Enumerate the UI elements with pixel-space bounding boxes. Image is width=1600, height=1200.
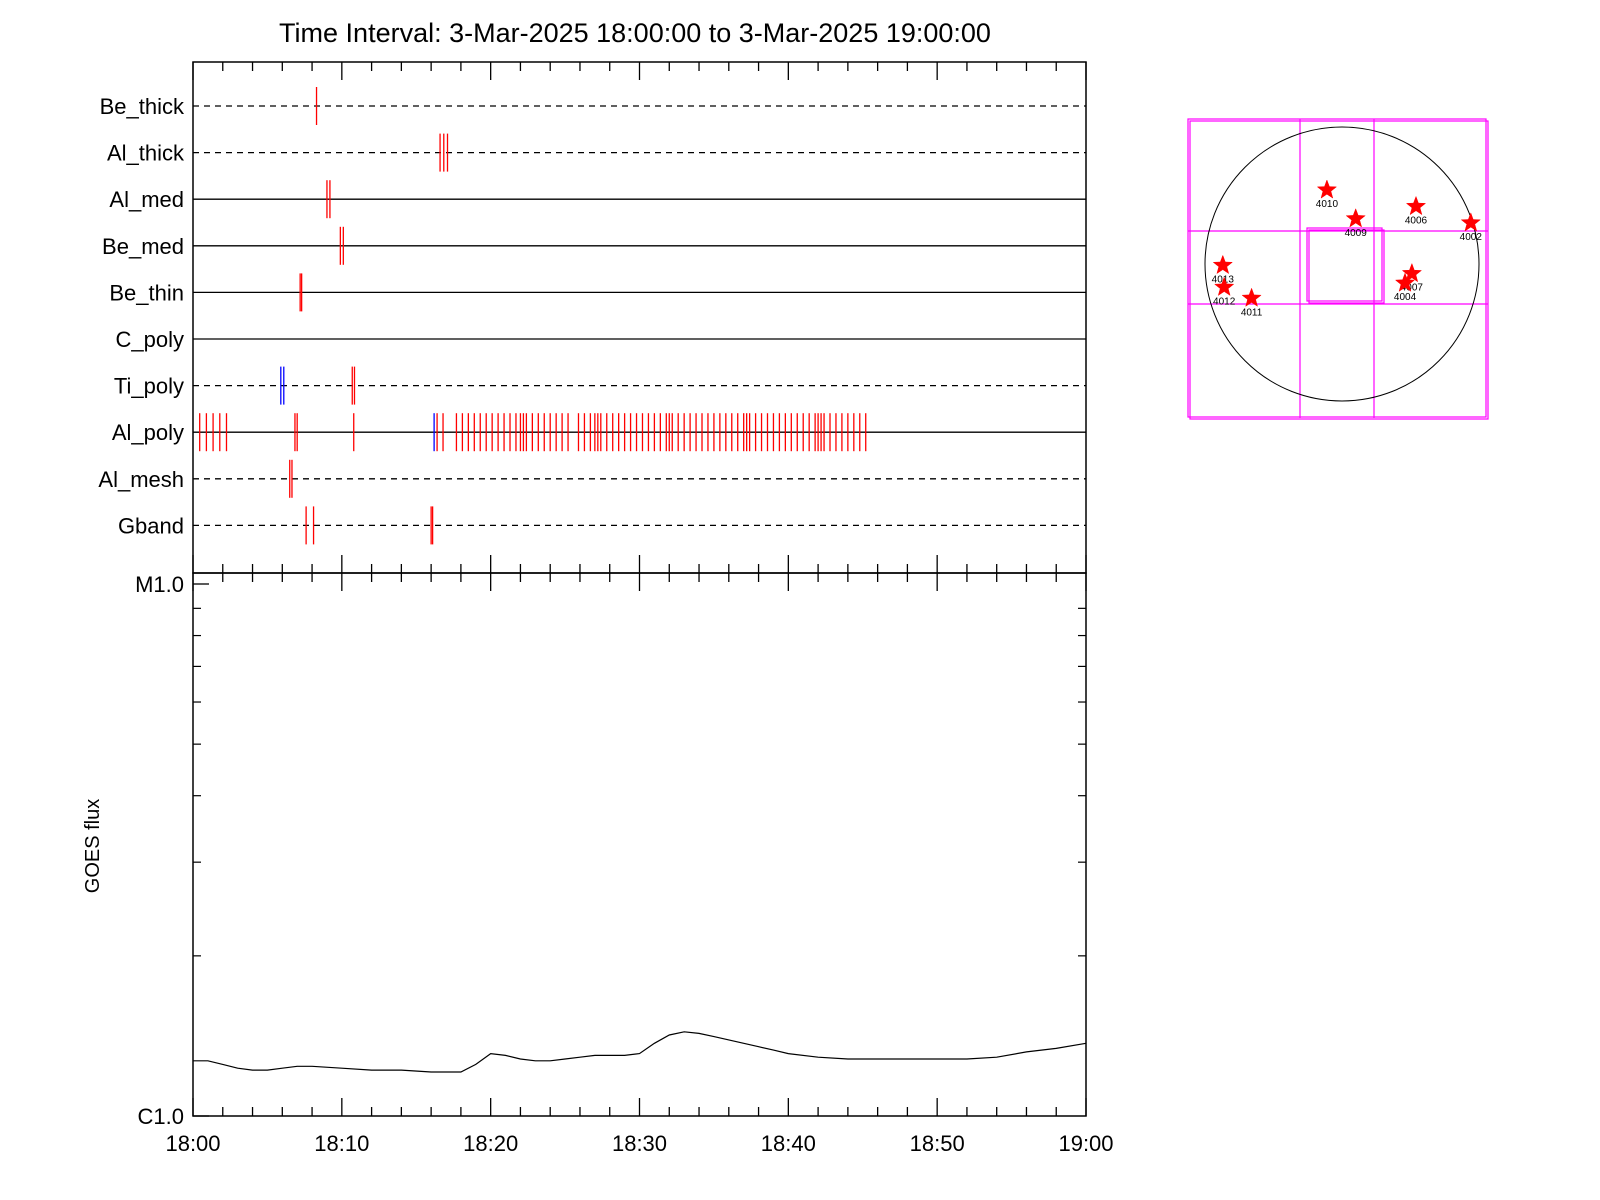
goes-x-ticks: 18:00 18:10 18:20 18:30 18:40 18:50 19:00 xyxy=(165,573,1114,1156)
star-icon xyxy=(1460,212,1481,232)
y-tick-label: M1.0 xyxy=(135,572,184,597)
active-region-label: 4011 xyxy=(1241,307,1263,318)
channel-label: C_poly xyxy=(116,327,184,352)
channel-label: Al_med xyxy=(109,187,184,212)
x-tick-label: 19:00 xyxy=(1058,1131,1113,1156)
goes-flux-series-line xyxy=(193,1031,1087,1073)
timeline-frame xyxy=(192,61,1087,574)
x-tick-label: 18:00 xyxy=(165,1131,220,1156)
active-region-label: 4009 xyxy=(1345,228,1368,239)
star-icon xyxy=(1405,195,1427,216)
y-axis-label: GOES flux xyxy=(82,799,104,893)
x-tick-label: 18:50 xyxy=(910,1131,965,1156)
channel-label: Be_thin xyxy=(109,280,184,305)
star-icon xyxy=(1212,254,1233,275)
channel-row: Be_thin xyxy=(109,273,1086,312)
channel-row: C_poly xyxy=(116,327,1086,352)
goes-flux-frame xyxy=(192,572,1087,1117)
channel-row: Al_thick xyxy=(107,133,1086,172)
instrument-timeline-panel: Be_thick Al_thick Al_med Be_med Be_thin C_pol… xyxy=(98,61,1087,574)
star-icon xyxy=(1241,287,1262,307)
active-region: 4006 xyxy=(1405,195,1428,226)
star-icon xyxy=(1394,272,1416,292)
x-tick-label: 18:10 xyxy=(314,1131,369,1156)
fov-box xyxy=(1189,120,1489,420)
channel-label: Al_thick xyxy=(107,141,185,166)
active-region-label: 4004 xyxy=(1394,292,1417,303)
fov-box xyxy=(1306,227,1383,302)
star-icon xyxy=(1401,262,1423,283)
active-region-label: 4010 xyxy=(1316,199,1339,210)
active-region: 4009 xyxy=(1345,208,1368,239)
active-region: 4004 xyxy=(1394,272,1417,303)
channel-label: Be_thick xyxy=(100,94,185,119)
channel-label: Gband xyxy=(118,513,184,538)
active-region-label: 4002 xyxy=(1460,232,1483,243)
channel-label: Ti_poly xyxy=(114,374,184,399)
channel-label: Al_mesh xyxy=(98,467,184,492)
active-region: 4010 xyxy=(1316,179,1339,210)
y-tick-label: C1.0 xyxy=(138,1104,184,1129)
active-region-label: 4007 xyxy=(1401,283,1424,294)
channel-row: Be_med xyxy=(102,226,1086,265)
channel-row: Al_mesh xyxy=(98,459,1086,498)
fov-box xyxy=(1187,118,1487,418)
active-region: 4002 xyxy=(1460,212,1483,243)
fov-box xyxy=(1308,229,1385,304)
solar-disk-outline xyxy=(1204,126,1480,402)
channel-row: Al_med xyxy=(109,180,1086,219)
x-tick-label: 18:40 xyxy=(761,1131,816,1156)
active-region-label: 4006 xyxy=(1405,215,1428,226)
goes-y-ticks: C1.0 M1.0 xyxy=(135,572,1086,1129)
x-tick-label: 18:30 xyxy=(612,1131,667,1156)
fov-grid xyxy=(1187,118,1489,420)
active-region: 4012 xyxy=(1213,276,1236,307)
goes-flux-panel: 18:00 18:10 18:20 18:30 18:40 18:50 19:00 C1.0… xyxy=(82,572,1114,1156)
x-tick-label: 18:20 xyxy=(463,1131,518,1156)
channel-label: Be_med xyxy=(102,234,184,259)
channel-row: Ti_poly xyxy=(114,366,1086,405)
channel-label: Al_poly xyxy=(112,420,184,445)
star-icon xyxy=(1214,276,1235,296)
active-region-label: 4012 xyxy=(1213,296,1236,307)
channel-rows: Be_thick Al_thick Al_med Be_med Be_thin C_pol… xyxy=(98,87,1086,545)
active-region: 4007 xyxy=(1401,262,1424,294)
channel-row: Al_poly xyxy=(112,413,1086,452)
timeline-x-ticks xyxy=(192,62,1087,573)
star-icon xyxy=(1316,179,1338,199)
star-icon xyxy=(1345,208,1366,228)
chart-title: Time Interval: 3-Mar-2025 18:00:00 to 3-… xyxy=(279,18,991,48)
channel-row: Be_thick xyxy=(100,87,1086,125)
active-region: 4011 xyxy=(1241,287,1263,318)
channel-row: Gband xyxy=(118,506,1086,545)
